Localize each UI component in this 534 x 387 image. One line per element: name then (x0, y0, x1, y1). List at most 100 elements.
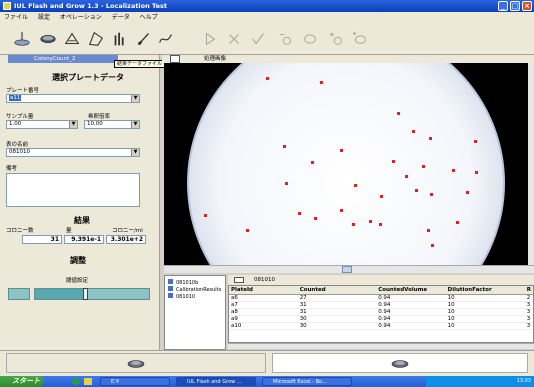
table-cell: 30 (297, 315, 377, 323)
results-title: 結果 (74, 216, 90, 225)
menu-data[interactable]: データ (111, 14, 130, 21)
chevron-down-icon[interactable]: ▼ (131, 149, 139, 156)
plate-image-view[interactable] (164, 63, 528, 265)
table-row[interactable]: a6 27 0.94 10 2 (229, 294, 533, 302)
colony-count-label: コロニー数 (6, 228, 34, 234)
colony-marker (422, 165, 425, 168)
region-remove-icon[interactable] (300, 29, 320, 49)
table-cell: 10 (445, 294, 525, 302)
tree-item-label: CalibrationResults (176, 287, 222, 293)
chevron-down-icon[interactable]: ▼ (131, 121, 139, 128)
start-button[interactable]: スタート (0, 376, 44, 387)
sample-volume-value: 1.00 (9, 121, 22, 127)
sensitivity-slider[interactable] (34, 288, 150, 300)
tree-item-1[interactable]: 081010b (168, 279, 198, 287)
plate-data-panel: 選択プレートデータ プレート番号 a11 ▼ サンプル量 希釈倍率 1.00 ▼… (0, 55, 160, 350)
taskbar-item-flash-and-grow[interactable]: IUL Flash and Grow ... (176, 377, 256, 386)
image-horizontal-scrollbar[interactable] (164, 265, 534, 273)
sample-volume-select[interactable]: 1.00 ▼ (6, 120, 78, 129)
colony-marker (379, 223, 382, 226)
table-cell: a7 (229, 301, 298, 309)
adjust-title: 調整 (70, 256, 86, 265)
table-name-select[interactable]: 081010 ▼ (6, 148, 140, 157)
minimize-button[interactable]: _ (498, 1, 508, 11)
table-cell: 27 (297, 294, 377, 302)
region-add-icon[interactable] (350, 29, 370, 49)
column-header[interactable]: R (524, 286, 533, 295)
cross-icon[interactable] (224, 29, 244, 49)
colony-marker (430, 193, 433, 196)
table-row[interactable]: a7 31 0.94 10 3 (229, 301, 533, 309)
column-header[interactable]: DilutionFactor (445, 286, 525, 295)
table-cell: 0.94 (376, 301, 446, 309)
table-cell: 31 (297, 301, 377, 309)
selected-plate-title: 選択プレートデータ (52, 73, 124, 82)
amount-label: 量 (66, 228, 72, 234)
results-table: PlateId Counted CountedVolume DilutionFa… (228, 285, 534, 343)
table-cell: 3 (524, 322, 533, 330)
sign-tool-button[interactable] (156, 29, 176, 49)
status-pane-right (272, 353, 528, 373)
toolbar (0, 23, 534, 55)
table-horizontal-scrollbar[interactable] (228, 343, 534, 349)
colony-markers (204, 77, 478, 247)
table-cell: a9 (229, 315, 298, 323)
minus-colony-icon[interactable] (276, 29, 296, 49)
petri-dish (187, 63, 505, 265)
dilution-select[interactable]: 10.00 ▼ (84, 120, 140, 129)
colony-marker (340, 149, 343, 152)
title-bar: IUL Flash and Grow 1.3 - Localization Te… (0, 0, 534, 12)
window-title: IUL Flash and Grow 1.3 - Localization Te… (14, 2, 167, 10)
colony-marker (285, 182, 288, 185)
ie-icon[interactable] (72, 378, 80, 385)
table-cell: a6 (229, 294, 298, 302)
pen-tool-button[interactable] (134, 29, 154, 49)
colony-count-tab[interactable]: ColonyCount_2 (8, 55, 118, 63)
column-header[interactable]: CountedVolume (376, 286, 446, 295)
check-icon[interactable] (248, 29, 268, 49)
colony-per-ml-value: 3.301e+2 (106, 235, 146, 244)
plate-draw-button[interactable] (62, 29, 82, 49)
image-tab-icon (170, 55, 180, 63)
slider-thumb[interactable] (83, 288, 89, 300)
data-tree: 081010b CalibrationResults 081010 (164, 275, 226, 350)
plus-colony-icon[interactable] (326, 29, 346, 49)
folder-icon[interactable] (84, 378, 92, 385)
amount-value: 9.391e-1 (64, 235, 104, 244)
menu-help[interactable]: ヘルプ (139, 14, 158, 21)
plate-edit-button[interactable] (86, 29, 106, 49)
dilution-value: 10.00 (87, 121, 103, 127)
column-header[interactable]: Counted (297, 286, 377, 295)
chevron-down-icon[interactable]: ▼ (131, 95, 139, 102)
table-cell: 10 (445, 308, 525, 316)
scroll-thumb[interactable] (342, 266, 352, 273)
image-vertical-scrollbar[interactable] (528, 63, 534, 265)
colony-count-value: 31 (22, 235, 62, 244)
close-button[interactable]: × (522, 1, 532, 11)
table-row[interactable]: a10 30 0.94 10 3 (229, 322, 533, 330)
tree-item-3[interactable]: 081010 (168, 293, 195, 301)
table-row[interactable]: a9 30 0.94 10 3 (229, 315, 533, 323)
colony-marker (466, 191, 469, 194)
pipette-tool-button[interactable] (12, 29, 32, 49)
taskbar-item-explorer[interactable]: E:¥ (100, 377, 170, 386)
colony-marker (246, 229, 249, 232)
table-cell: 0.94 (376, 308, 446, 316)
taskbar-item-excel[interactable]: Microsoft Excel - Bo... (262, 377, 352, 386)
tree-item-2[interactable]: CalibrationResults (168, 286, 221, 294)
processed-image-tab[interactable]: 処理画像 (204, 56, 227, 62)
column-header[interactable]: PlateId (229, 286, 298, 295)
table-tab-label[interactable]: 081010 (254, 277, 275, 283)
notes-textarea[interactable] (6, 173, 140, 207)
table-row[interactable]: a8 31 0.94 10 3 (229, 308, 533, 316)
maximize-button[interactable]: □ (510, 1, 520, 11)
colony-marker (405, 175, 408, 178)
play-icon[interactable] (200, 29, 220, 49)
chevron-down-icon[interactable]: ▼ (69, 121, 77, 128)
bars-icon[interactable] (110, 29, 130, 49)
dish-tool-button[interactable] (38, 29, 58, 49)
plate-number-select[interactable]: a11 ▼ (6, 94, 140, 103)
menu-settings[interactable]: 設定 (37, 14, 50, 21)
menu-file[interactable]: ファイル (4, 14, 29, 21)
menu-operation[interactable]: オペレーション (59, 14, 102, 21)
